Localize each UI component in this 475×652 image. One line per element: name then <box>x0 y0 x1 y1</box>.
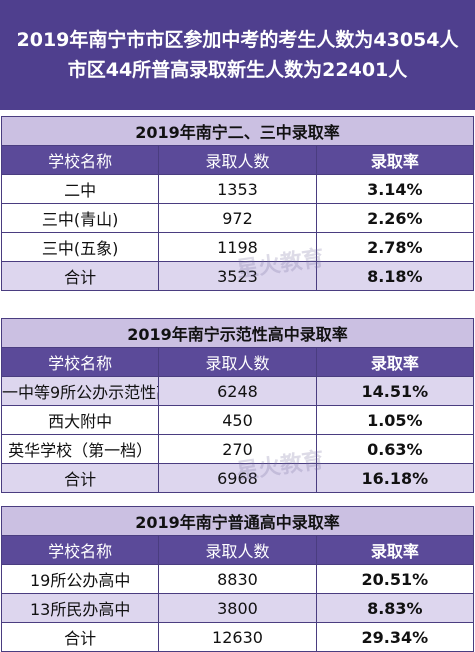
column-header-school: 学校名称 <box>0 347 160 377</box>
school-name: 三中(五象) <box>0 232 160 262</box>
school-name: 三中(青山) <box>0 203 160 233</box>
admission-rate: 1.05% <box>315 405 475 435</box>
admission-count: 3523 <box>158 261 317 291</box>
column-header-rate: 录取率 <box>315 535 475 565</box>
school-name: 西大附中 <box>0 405 160 435</box>
column-header-row: 学校名称 录取人数 录取率 <box>0 145 475 175</box>
admission-rate: 8.18% <box>315 261 475 291</box>
admission-rate: 14.51% <box>315 376 475 406</box>
admission-count: 12630 <box>158 622 317 652</box>
column-header-count: 录取人数 <box>158 535 317 565</box>
table-general-schools: 2019年南宁普通高中录取率 学校名称 录取人数 录取率 19所公办高中 883… <box>0 506 475 652</box>
school-name: 英华学校（第一档） <box>0 434 160 464</box>
table-total-row: 合计 6968 16.18% <box>0 463 475 493</box>
table-total-row: 合计 3523 8.18% <box>0 261 475 291</box>
school-name: 合计 <box>0 261 160 291</box>
admission-count: 1198 <box>158 232 317 262</box>
table-tier1-schools: 2019年南宁二、三中录取率 学校名称 录取人数 录取率 二中 1353 3.1… <box>0 116 475 291</box>
school-name: 19所公办高中 <box>0 564 160 594</box>
column-header-school: 学校名称 <box>0 535 160 565</box>
table-row: 三中(五象) 1198 2.78% <box>0 232 475 262</box>
table-title: 2019年南宁示范性高中录取率 <box>1 318 474 348</box>
admission-rate: 20.51% <box>315 564 475 594</box>
table-total-row: 合计 12630 29.34% <box>0 622 475 652</box>
admission-rate: 3.14% <box>315 174 475 204</box>
admission-count: 6968 <box>158 463 317 493</box>
table-model-schools: 2019年南宁示范性高中录取率 学校名称 录取人数 录取率 一中等9所公办示范性… <box>0 318 475 493</box>
table-row: 一中等9所公办示范性高中 6248 14.51% <box>0 376 475 406</box>
admission-rate: 0.63% <box>315 434 475 464</box>
header-line-2: 市区44所普高录取新生人数为22401人 <box>67 59 408 81</box>
column-header-count: 录取人数 <box>158 145 317 175</box>
table-row: 三中(青山) 972 2.26% <box>0 203 475 233</box>
column-header-school: 学校名称 <box>0 145 160 175</box>
table-row: 19所公办高中 8830 20.51% <box>0 564 475 594</box>
school-name: 合计 <box>0 622 160 652</box>
table-row: 英华学校（第一档） 270 0.63% <box>0 434 475 464</box>
admission-count: 450 <box>158 405 317 435</box>
column-header-rate: 录取率 <box>315 145 475 175</box>
table-row: 西大附中 450 1.05% <box>0 405 475 435</box>
school-name: 合计 <box>0 463 160 493</box>
column-header-row: 学校名称 录取人数 录取率 <box>0 535 475 565</box>
admission-count: 3800 <box>158 593 317 623</box>
admission-rate: 8.83% <box>315 593 475 623</box>
school-name: 13所民办高中 <box>0 593 160 623</box>
header-line-1: 2019年南宁市市区参加中考的考生人数为43054人 <box>16 29 459 51</box>
column-header-row: 学校名称 录取人数 录取率 <box>0 347 475 377</box>
admission-count: 8830 <box>158 564 317 594</box>
school-name: 二中 <box>0 174 160 204</box>
school-name: 一中等9所公办示范性高中 <box>0 376 160 406</box>
column-header-rate: 录取率 <box>315 347 475 377</box>
admission-rate: 29.34% <box>315 622 475 652</box>
admission-count: 270 <box>158 434 317 464</box>
table-row: 13所民办高中 3800 8.83% <box>0 593 475 623</box>
admission-count: 6248 <box>158 376 317 406</box>
table-title: 2019年南宁二、三中录取率 <box>1 116 474 146</box>
admission-rate: 2.26% <box>315 203 475 233</box>
table-row: 二中 1353 3.14% <box>0 174 475 204</box>
admission-rate: 16.18% <box>315 463 475 493</box>
column-header-count: 录取人数 <box>158 347 317 377</box>
admission-count: 1353 <box>158 174 317 204</box>
admission-count: 972 <box>158 203 317 233</box>
page-header: 2019年南宁市市区参加中考的考生人数为43054人 市区44所普高录取新生人数… <box>0 0 475 110</box>
admission-rate: 2.78% <box>315 232 475 262</box>
table-title: 2019年南宁普通高中录取率 <box>1 506 474 536</box>
